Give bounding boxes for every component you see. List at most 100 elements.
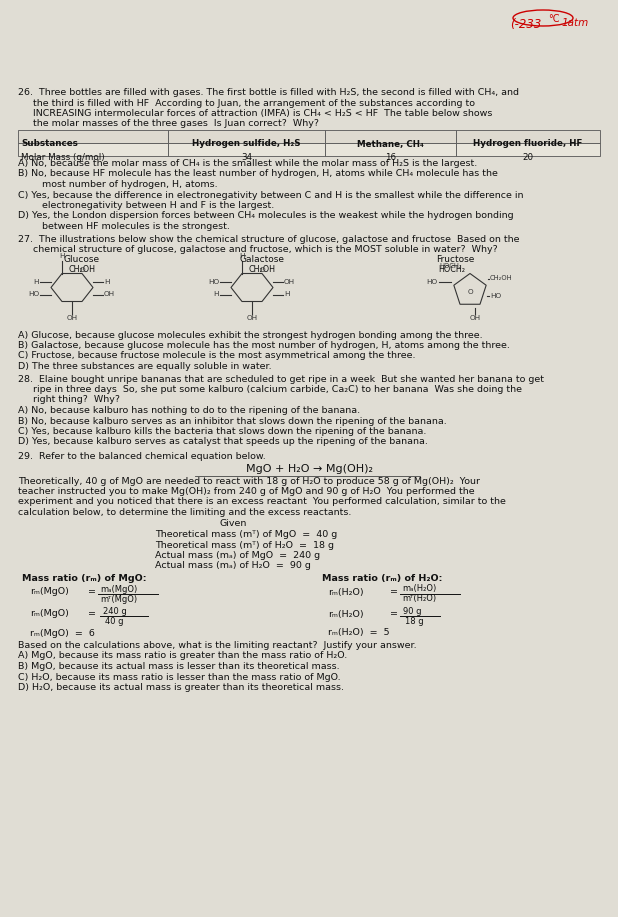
Text: OH: OH	[284, 279, 295, 284]
Bar	[325, 130, 456, 143]
Text: C) Yes, because the difference in electronegativity between C and H is the small: C) Yes, because the difference in electr…	[18, 191, 523, 200]
Text: mᵀ(MgO): mᵀ(MgO)	[100, 594, 137, 603]
Text: A) No, because the molar mass of CH₄ is the smallest while the molar mass of H₂S: A) No, because the molar mass of CH₄ is …	[18, 159, 477, 168]
Text: Glucose: Glucose	[64, 256, 100, 264]
Text: HOCH₂: HOCH₂	[438, 264, 465, 273]
Text: Fructose: Fructose	[436, 256, 474, 264]
Text: =: =	[390, 610, 398, 618]
Text: INCREASING intermolecular forces of attraction (IMFA) is CH₄ < H₂S < HF  The tab: INCREASING intermolecular forces of attr…	[18, 109, 493, 118]
Text: D) H₂O, because its actual mass is greater than its theoretical mass.: D) H₂O, because its actual mass is great…	[18, 683, 344, 692]
Text: OH: OH	[104, 292, 115, 297]
Text: CH₂OH: CH₂OH	[248, 264, 276, 273]
Text: A) Glucose, because glucose molecules exhibit the strongest hydrogen bonding amo: A) Glucose, because glucose molecules ex…	[18, 330, 483, 339]
Text: C) Fructose, because fructose molecule is the most asymmetrical among the three.: C) Fructose, because fructose molecule i…	[18, 351, 415, 360]
Text: B) No, because HF molecule has the least number of hydrogen, H, atoms while CH₄ : B) No, because HF molecule has the least…	[18, 170, 498, 179]
Text: °C: °C	[548, 14, 559, 24]
Text: 27.  The illustrations below show the chemical structure of glucose, galactose a: 27. The illustrations below show the che…	[18, 235, 520, 244]
Text: experiment and you noticed that there is an excess reactant  You performed calcu: experiment and you noticed that there is…	[18, 498, 506, 506]
Text: O: O	[467, 290, 473, 295]
Text: Hydrogen fluoride, HF: Hydrogen fluoride, HF	[473, 139, 583, 149]
Text: calculation below, to determine the limiting and the excess reactants.: calculation below, to determine the limi…	[18, 508, 352, 517]
Text: CH₂OH: CH₂OH	[490, 275, 512, 282]
Text: =: =	[88, 588, 96, 596]
Text: H: H	[213, 292, 219, 297]
Text: 20: 20	[522, 152, 533, 161]
Text: most number of hydrogen, H, atoms.: most number of hydrogen, H, atoms.	[18, 180, 218, 189]
Text: H: H	[104, 279, 109, 284]
Text: 34: 34	[241, 152, 252, 161]
Text: 26.  Three bottles are filled with gases. The first bottle is filled with H₂S, t: 26. Three bottles are filled with gases.…	[18, 88, 519, 97]
Text: rₘ(H₂O)  =  5: rₘ(H₂O) = 5	[328, 628, 389, 637]
Text: B) MgO, because its actual mass is lesser than its theoretical mass.: B) MgO, because its actual mass is lesse…	[18, 662, 340, 671]
Text: H: H	[239, 253, 245, 260]
Text: Actual mass (mₐ) of MgO  =  240 g: Actual mass (mₐ) of MgO = 240 g	[155, 551, 320, 560]
Text: ripe in three days  So, she put some kalburo (calcium carbide, Ca₂C) to her bana: ripe in three days So, she put some kalb…	[18, 385, 522, 394]
Text: D) Yes, the London dispersion forces between CH₄ molecules is the weakest while : D) Yes, the London dispersion forces bet…	[18, 212, 514, 220]
Text: 40 g: 40 g	[105, 616, 124, 625]
Text: Mass ratio (rₘ) of MgO:: Mass ratio (rₘ) of MgO:	[22, 574, 146, 583]
Text: electronegativity between H and F is the largest.: electronegativity between H and F is the…	[18, 201, 274, 210]
Text: A) MgO, because its mass ratio is greater than the mass ratio of H₂O.: A) MgO, because its mass ratio is greate…	[18, 651, 347, 660]
Text: =: =	[88, 610, 96, 618]
Text: 29.  Refer to the balanced chemical equation below.: 29. Refer to the balanced chemical equat…	[18, 452, 266, 461]
Text: 90 g: 90 g	[403, 606, 421, 615]
Text: 28.  Elaine bought unripe bananas that are scheduled to get ripe in a week  But : 28. Elaine bought unripe bananas that ar…	[18, 374, 544, 383]
Text: HO: HO	[208, 279, 219, 284]
Text: =: =	[390, 588, 398, 596]
Text: H: H	[59, 253, 65, 260]
Text: Theoretical mass (mᵀ) of MgO  =  40 g: Theoretical mass (mᵀ) of MgO = 40 g	[155, 530, 337, 539]
Text: C) H₂O, because its mass ratio is lesser than the mass ratio of MgO.: C) H₂O, because its mass ratio is lesser…	[18, 672, 341, 681]
Text: HO: HO	[426, 279, 437, 284]
Text: right thing?  Why?: right thing? Why?	[18, 395, 120, 404]
Text: the molar masses of the three gases  Is Juan correct?  Why?: the molar masses of the three gases Is J…	[18, 119, 319, 128]
Text: CH₂OH: CH₂OH	[69, 264, 96, 273]
Text: Methane, CH₄: Methane, CH₄	[357, 139, 424, 149]
Text: rₘ(MgO)  =  6: rₘ(MgO) = 6	[30, 628, 95, 637]
Bar	[18, 143, 168, 156]
Text: (-233: (-233	[510, 18, 541, 31]
Bar	[325, 143, 456, 156]
Text: 1atm: 1atm	[562, 18, 589, 28]
Text: 18 g: 18 g	[405, 616, 423, 625]
Bar	[168, 143, 325, 156]
Bar	[456, 143, 600, 156]
Text: OH: OH	[470, 315, 481, 322]
Text: MgO + H₂O → Mg(OH)₂: MgO + H₂O → Mg(OH)₂	[245, 463, 373, 473]
Text: D) Yes, because kalburo serves as catalyst that speeds up the ripening of the ba: D) Yes, because kalburo serves as cataly…	[18, 437, 428, 447]
Bar	[456, 130, 600, 143]
Text: rₘ(MgO): rₘ(MgO)	[30, 610, 69, 618]
Text: Mass ratio (rₘ) of H₂O:: Mass ratio (rₘ) of H₂O:	[322, 574, 442, 583]
Text: B) No, because kalburo serves as an inhibitor that slows down the ripening of th: B) No, because kalburo serves as an inhi…	[18, 416, 447, 425]
Text: Hydrogen sulfide, H₂S: Hydrogen sulfide, H₂S	[192, 139, 301, 149]
Text: OH: OH	[67, 315, 78, 321]
Text: Galactose: Galactose	[240, 256, 284, 264]
Text: teacher instructed you to make Mg(OH)₂ from 240 g of MgO and 90 g of H₂O  You pe: teacher instructed you to make Mg(OH)₂ f…	[18, 487, 475, 496]
Text: B) Galactose, because glucose molecule has the most number of hydrogen, H, atoms: B) Galactose, because glucose molecule h…	[18, 341, 510, 350]
Text: Molar Mass (g/mol): Molar Mass (g/mol)	[21, 152, 104, 161]
Text: HOCH₂: HOCH₂	[439, 263, 462, 270]
Text: mₐ(MgO): mₐ(MgO)	[100, 584, 137, 593]
Text: 240 g: 240 g	[103, 606, 127, 615]
Bar	[18, 130, 168, 143]
Text: rₘ(H₂O): rₘ(H₂O)	[328, 588, 363, 596]
Text: D) The three substances are equally soluble in water.: D) The three substances are equally solu…	[18, 362, 272, 371]
Text: O: O	[259, 267, 265, 272]
Text: Actual mass (mₐ) of H₂O  =  90 g: Actual mass (mₐ) of H₂O = 90 g	[155, 561, 311, 570]
Text: mₐ(H₂O): mₐ(H₂O)	[402, 584, 436, 593]
Text: Substances: Substances	[21, 139, 78, 149]
Text: 16: 16	[385, 152, 396, 161]
Text: A) No, because kalburo has nothing to do to the ripening of the banana.: A) No, because kalburo has nothing to do…	[18, 406, 360, 415]
Text: HO: HO	[28, 292, 39, 297]
Text: O: O	[79, 267, 85, 272]
Text: C) Yes, because kalburo kills the bacteria that slows down the ripening of the b: C) Yes, because kalburo kills the bacter…	[18, 427, 426, 436]
Text: H: H	[33, 279, 39, 284]
Text: Given: Given	[220, 520, 247, 528]
Text: between HF molecules is the strongest.: between HF molecules is the strongest.	[18, 222, 230, 231]
Text: rₘ(H₂O): rₘ(H₂O)	[328, 610, 363, 618]
Text: chemical structure of glucose, galactose and fructose, which is the MOST soluble: chemical structure of glucose, galactose…	[18, 245, 497, 254]
Text: Theoretical mass (mᵀ) of H₂O  =  18 g: Theoretical mass (mᵀ) of H₂O = 18 g	[155, 540, 334, 549]
Text: OH: OH	[247, 315, 258, 321]
Text: H: H	[284, 292, 289, 297]
Bar	[168, 130, 325, 143]
Text: HO: HO	[490, 293, 501, 299]
